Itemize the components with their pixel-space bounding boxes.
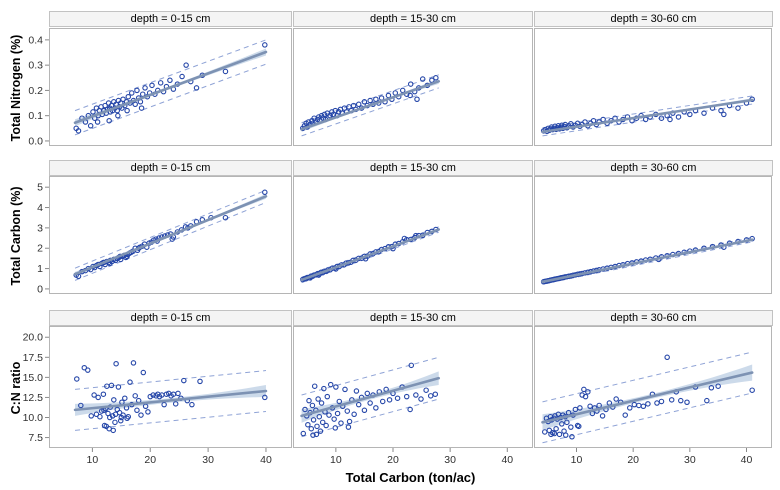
panel-header-r1c2: depth = 30-60 cm	[534, 160, 773, 176]
y-tick-label: 3	[37, 222, 43, 234]
fit-line	[300, 80, 441, 131]
panel-header-r2c1: depth = 15-30 cm	[293, 310, 533, 326]
prediction-limit-upper	[301, 356, 439, 396]
prediction-limit-upper	[74, 370, 267, 390]
y-tick-label: 5	[37, 182, 43, 194]
x-axis-col1: 10 20 30 40	[330, 448, 513, 466]
plot-area	[49, 326, 292, 448]
scatter-points	[542, 354, 755, 440]
y-tick-label: 4	[37, 202, 43, 214]
plot-area	[534, 326, 772, 448]
fit-line	[73, 195, 268, 276]
panel-header-r0c0: depth = 0-15 cm	[49, 11, 292, 27]
y-tick-label: 0.2	[28, 85, 43, 97]
panel-r2c2	[534, 326, 772, 448]
y-axis-label-total-nitrogen: Total Nitrogen (%)	[9, 34, 23, 142]
y-axis-label-total-carbon: Total Carbon (%)	[9, 186, 23, 286]
prediction-limit-lower	[301, 398, 439, 438]
prediction-limit-upper	[74, 39, 267, 112]
y-tick-label: 15.0	[23, 372, 44, 384]
prediction-limit-lower	[74, 63, 267, 136]
fit-line	[73, 50, 268, 125]
panel-header-r1c0: depth = 0-15 cm	[49, 160, 292, 176]
x-tick-label: 20	[144, 454, 156, 466]
x-tick-label: 10	[571, 454, 583, 466]
x-axis-col0: 10 20 30 40	[87, 448, 272, 466]
x-tick-label: 20	[627, 454, 639, 466]
y-tick-label: 0.4	[28, 34, 43, 46]
panel-r0c1	[293, 28, 533, 146]
panel-header-r0c2: depth = 30-60 cm	[534, 11, 773, 27]
fit-line	[541, 238, 754, 284]
scatter-points	[74, 360, 268, 434]
fit-line	[541, 371, 754, 424]
panel-header-r2c2: depth = 30-60 cm	[534, 310, 773, 326]
y-axis-label-cn-ratio: C:N ratio	[9, 361, 23, 415]
panel-header-r2c0: depth = 0-15 cm	[49, 310, 292, 326]
fit-line	[300, 228, 441, 282]
prediction-limit-lower	[74, 410, 267, 431]
panel-r2c1	[293, 326, 533, 448]
y-tick-label: 17.5	[23, 352, 44, 364]
y-axis-row1: 5 4 3 2 1 0	[37, 182, 49, 295]
panel-header-r1c1: depth = 15-30 cm	[293, 160, 533, 176]
fit-line	[73, 389, 268, 412]
panel-r0c0	[49, 28, 292, 146]
panel-r0c2	[534, 28, 772, 146]
prediction-limit-upper	[74, 189, 267, 269]
prediction-limit-lower	[301, 87, 439, 137]
plot-area	[293, 28, 533, 146]
x-axis-title: Total Carbon (ton/ac)	[345, 470, 476, 485]
x-tick-label: 30	[202, 454, 214, 466]
y-tick-label: 1	[37, 263, 43, 275]
panel-r1c0	[49, 176, 292, 294]
y-tick-label: 20.0	[23, 332, 44, 344]
y-tick-label: 10.0	[23, 412, 44, 424]
x-tick-label: 30	[444, 454, 456, 466]
y-tick-label: 12.5	[23, 392, 44, 404]
x-tick-label: 40	[741, 454, 753, 466]
y-axis-row0: 0.4 0.3 0.2 0.1 0.0	[28, 34, 49, 147]
y-tick-label: 7.5	[28, 432, 43, 444]
y-tick-label: 0.1	[28, 110, 43, 122]
panel-r1c1	[293, 176, 533, 294]
prediction-limit-lower	[74, 201, 267, 281]
y-tick-label: 0	[37, 283, 43, 295]
x-tick-label: 30	[684, 454, 696, 466]
y-tick-label: 0.0	[28, 135, 43, 147]
panel-r2c0	[49, 326, 292, 448]
y-tick-label: 2	[37, 243, 43, 255]
plot-area	[534, 176, 772, 294]
panel-r1c2	[534, 176, 772, 294]
x-tick-label: 40	[260, 454, 272, 466]
fit-line	[541, 98, 754, 134]
x-tick-label: 10	[330, 454, 342, 466]
prediction-limit-lower	[301, 231, 439, 284]
x-tick-label: 10	[87, 454, 99, 466]
x-axis-col2: 10 20 30 40	[571, 448, 753, 466]
x-tick-label: 40	[501, 454, 513, 466]
y-axis-row2: 20.0 17.5 15.0 12.5 10.0 7.5	[23, 332, 49, 444]
x-tick-label: 20	[387, 454, 399, 466]
y-tick-label: 0.3	[28, 60, 43, 72]
fit-line	[300, 376, 441, 418]
panel-header-r0c1: depth = 15-30 cm	[293, 11, 533, 27]
plot-area	[293, 176, 533, 294]
